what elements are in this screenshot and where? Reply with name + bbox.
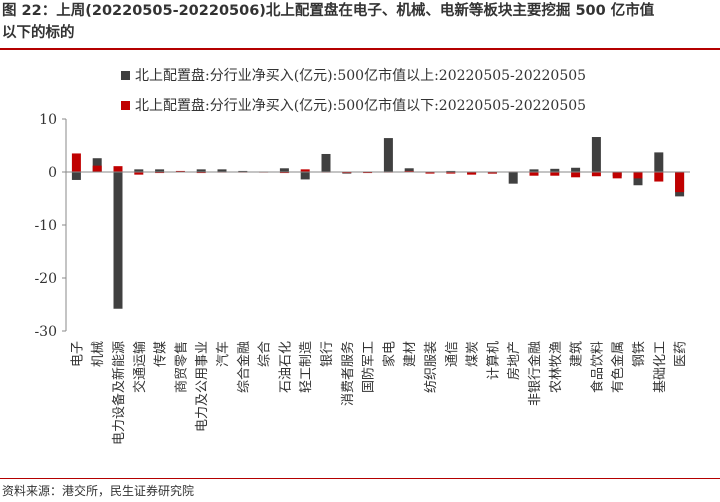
x-tick-label: 计算机 xyxy=(486,341,501,380)
bar-small-cap-1 xyxy=(92,165,102,172)
bar-large-cap-1 xyxy=(92,158,102,172)
bar-large-cap-18 xyxy=(446,170,456,172)
x-axis: 电子 机械 电力设备及新能源 交通运输 传媒 商贸零售 电力及公用事业 汽车 综合金融 综合 石油石… xyxy=(66,171,690,445)
bar-large-cap-7 xyxy=(217,169,227,172)
x-tick-label: 国防军工 xyxy=(361,341,377,393)
bar-small-cap-16 xyxy=(404,170,414,172)
bar-small-cap-22 xyxy=(529,172,539,176)
legend-swatch-1 xyxy=(121,101,130,110)
bar-large-cap-12 xyxy=(321,153,331,172)
bar-small-cap-17 xyxy=(425,172,435,174)
bar-small-cap-13 xyxy=(342,172,352,174)
x-tick-label: 房地产 xyxy=(506,341,522,380)
x-tick-label: 非银行金融 xyxy=(527,341,543,406)
y-tick-label: 10 xyxy=(39,112,57,128)
x-tick-label: 纺织服装 xyxy=(424,341,439,393)
bar-small-cap-0 xyxy=(71,153,81,172)
bar-small-cap-18 xyxy=(446,172,456,174)
x-tick-label: 食品饮料 xyxy=(589,341,605,393)
x-tick-label: 传媒 xyxy=(154,341,169,367)
bar-large-cap-25 xyxy=(591,137,601,172)
figure-title-line-1: 图 22：上周(20220505-20220506)北上配置盘在电子、机械、电新… xyxy=(2,3,655,19)
bar-large-cap-0 xyxy=(71,172,81,180)
chart-legend: 北上配置盘:分行业净买入(亿元):500亿市值以上:20220505-20220… xyxy=(121,67,586,114)
x-tick-label: 轻工制造 xyxy=(299,341,314,393)
x-tick-label: 机械 xyxy=(91,341,106,367)
bar-large-cap-21 xyxy=(508,172,518,184)
x-tick-label: 交通运输 xyxy=(132,341,148,393)
bar-small-cap-5 xyxy=(175,170,185,172)
x-tick-label: 消费者服务 xyxy=(340,341,356,406)
figure-title-line-2: 以下的标的 xyxy=(2,25,75,41)
bar-small-cap-26 xyxy=(612,172,622,179)
x-tick-label: 综合 xyxy=(258,341,273,367)
x-tick-label: 银行 xyxy=(320,341,335,367)
bar-small-cap-24 xyxy=(571,172,581,178)
x-tick-label: 石油石化 xyxy=(278,341,293,393)
y-tick-label: -30 xyxy=(34,324,57,340)
bar-large-cap-24 xyxy=(571,167,581,172)
x-tick-label: 电力及公用事业 xyxy=(195,341,210,432)
bar-small-cap-20 xyxy=(487,172,497,174)
legend-swatch-0 xyxy=(121,71,130,80)
bar-small-cap-6 xyxy=(196,172,206,174)
bar-large-cap-16 xyxy=(404,168,414,172)
x-tick-label: 医药 xyxy=(674,341,689,367)
source-divider xyxy=(0,478,720,479)
legend-label-0: 北上配置盘:分行业净买入(亿元):500亿市值以上:20220505-20220… xyxy=(135,67,586,84)
bar-small-cap-2 xyxy=(113,166,123,172)
bar-large-cap-3 xyxy=(134,169,144,172)
bar-small-cap-27 xyxy=(633,172,643,179)
bar-large-cap-11 xyxy=(300,172,310,180)
bar-small-cap-25 xyxy=(591,172,601,177)
x-tick-label: 有色金属 xyxy=(610,341,626,393)
bar-small-cap-23 xyxy=(550,172,560,176)
bars xyxy=(71,137,685,309)
x-tick-label: 汽车 xyxy=(215,341,231,367)
x-tick-label: 钢铁 xyxy=(632,341,647,367)
bar-small-cap-19 xyxy=(467,172,477,175)
title-divider xyxy=(0,48,720,50)
y-tick-label: -20 xyxy=(34,271,57,287)
x-tick-label: 建材 xyxy=(403,341,418,367)
bar-large-cap-28 xyxy=(654,152,664,172)
bar-large-cap-6 xyxy=(196,169,206,172)
source-note: 资料来源：港交所，民生证券研究院 xyxy=(2,484,195,498)
x-tick-label: 电力设备及新能源 xyxy=(111,341,127,445)
bar-large-cap-10 xyxy=(279,168,289,172)
x-tick-label: 电子 xyxy=(70,341,85,367)
bar-small-cap-3 xyxy=(134,172,144,175)
bar-small-cap-10 xyxy=(279,172,289,174)
bar-large-cap-15 xyxy=(383,138,393,172)
x-tick-label: 农林牧渔 xyxy=(549,341,564,393)
legend-label-1: 北上配置盘:分行业净买入(亿元):500亿市值以下:20220505-20220… xyxy=(135,97,586,114)
bar-large-cap-4 xyxy=(155,169,165,172)
x-tick-label: 煤炭 xyxy=(466,341,481,367)
x-tick-label: 商贸零售 xyxy=(173,341,189,393)
figure-title: 图 22：上周(20220505-20220506)北上配置盘在电子、机械、电新… xyxy=(0,0,720,48)
y-tick-label: 0 xyxy=(48,165,57,181)
y-axis: 10 0 -10 -20 -30 xyxy=(34,112,67,340)
bar-small-cap-29 xyxy=(675,172,685,193)
x-tick-label: 家电 xyxy=(381,341,397,367)
x-tick-label: 综合金融 xyxy=(236,341,252,393)
x-tick-label: 建筑 xyxy=(569,341,585,367)
x-tick-label: 基础化工 xyxy=(653,341,668,393)
bar-large-cap-22 xyxy=(529,169,539,172)
bar-small-cap-4 xyxy=(155,172,165,174)
bar-large-cap-27 xyxy=(633,172,643,186)
bar-large-cap-8 xyxy=(238,170,248,172)
x-tick-label: 通信 xyxy=(445,341,460,367)
y-tick-label: -10 xyxy=(34,218,57,234)
bar-small-cap-11 xyxy=(300,169,310,172)
bar-large-cap-2 xyxy=(113,172,123,309)
bar-small-cap-28 xyxy=(654,172,664,182)
bar-large-cap-23 xyxy=(550,168,560,172)
bar-small-cap-14 xyxy=(363,172,373,174)
